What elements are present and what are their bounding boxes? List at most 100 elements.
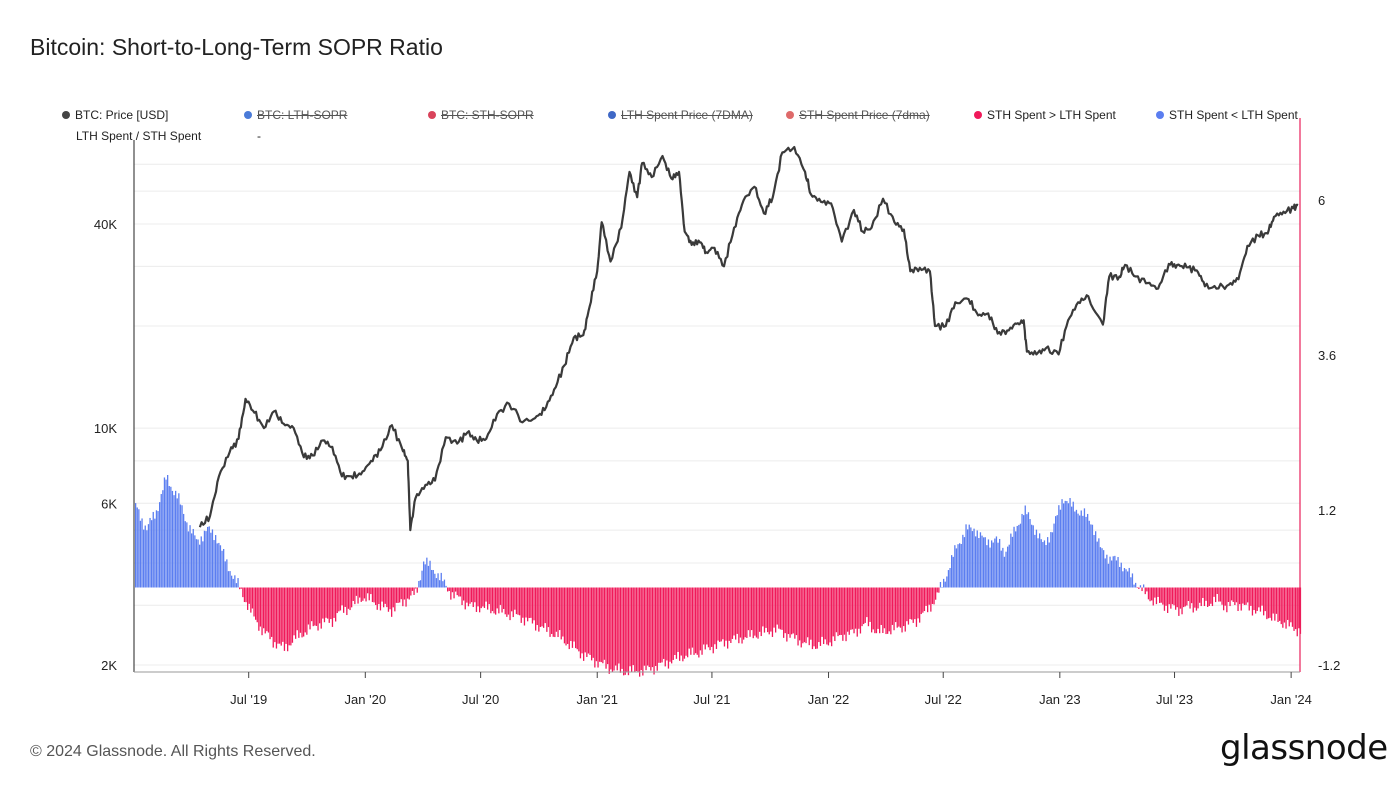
ratio-bar <box>274 587 276 643</box>
ratio-bar <box>1125 569 1127 588</box>
ratio-bar <box>450 587 452 600</box>
ratio-bar <box>1151 587 1153 601</box>
ratio-bar <box>352 587 354 601</box>
ratio-bar <box>327 587 329 619</box>
ratio-bar <box>824 587 826 640</box>
ratio-bar <box>139 520 142 588</box>
ratio-bar <box>144 525 146 588</box>
ratio-bar <box>272 587 274 648</box>
ratio-bar <box>592 587 594 658</box>
ratio-bar <box>491 587 494 612</box>
ratio-bar <box>338 587 340 612</box>
x-axis-ticks: Jul '19 Jan '20 Jul '20 Jan '21 Jul '21 Jan '… <box>230 672 1312 707</box>
ratio-bar <box>675 587 678 659</box>
ratio-bar <box>474 587 476 603</box>
ratio-bar <box>411 587 414 591</box>
ratio-bar <box>797 587 799 646</box>
legend-item[interactable]: LTH Spent Price (7DMA) <box>608 108 753 122</box>
ratio-bar <box>826 587 828 645</box>
ratio-bar <box>679 587 681 661</box>
ratio-bar <box>1219 587 1222 602</box>
ratio-bar <box>223 548 225 588</box>
ratio-bar <box>135 503 137 588</box>
ratio-bar <box>1144 587 1146 595</box>
ratio-bar <box>181 505 183 588</box>
ratio-bar <box>552 587 554 637</box>
ratio-bar <box>485 587 487 602</box>
ratio-bar <box>426 557 428 588</box>
ratio-bar <box>482 587 484 607</box>
legend-item[interactable]: BTC: Price [USD] <box>62 108 168 122</box>
ratio-bar <box>920 587 922 615</box>
legend-item[interactable]: BTC: STH-SOPR <box>428 108 534 122</box>
ratio-bar <box>1168 587 1170 605</box>
ratio-bar <box>1298 587 1300 629</box>
ratio-bar <box>1117 557 1119 588</box>
ratio-bar <box>1048 542 1050 588</box>
ratio-bar <box>895 587 897 623</box>
ratio-bar <box>1072 501 1074 588</box>
ratio-bar <box>1047 537 1049 588</box>
legend-item[interactable]: STH Spent < LTH Spent <box>1156 108 1298 122</box>
ratio-bar <box>549 587 551 637</box>
ratio-bar <box>360 587 362 602</box>
ratio-bar <box>880 587 882 625</box>
ratio-bar <box>642 587 644 676</box>
ratio-bar <box>349 587 351 611</box>
ratio-bar <box>447 587 449 592</box>
ratio-bar <box>282 587 284 642</box>
ratio-bar <box>760 587 762 637</box>
ratio-bar <box>709 587 711 651</box>
ratio-bar <box>1179 587 1182 609</box>
ratio-bar <box>599 587 601 662</box>
legend-item[interactable]: BTC: LTH-SOPR <box>244 108 347 122</box>
ratio-bar <box>555 587 558 632</box>
ratio-bar <box>1003 556 1006 588</box>
ratio-bar <box>1130 577 1132 588</box>
ratio-bar <box>1167 587 1169 613</box>
ratio-bar <box>735 587 737 640</box>
ratio-bar <box>807 587 809 638</box>
ratio-bar <box>143 529 145 588</box>
ratio-bar <box>138 509 140 588</box>
y-left-tick-label: 10K <box>94 421 117 436</box>
ratio-bar <box>384 587 386 604</box>
ratio-bar <box>837 587 839 637</box>
ratio-bar <box>544 587 546 624</box>
ratio-bar <box>490 587 492 614</box>
ratio-bar <box>514 587 516 610</box>
legend-item[interactable]: STH Spent > LTH Spent <box>974 108 1116 122</box>
legend-item[interactable]: STH Spent Price (7dma) <box>786 108 930 122</box>
ratio-bar <box>1186 587 1188 606</box>
ratio-bar <box>511 587 513 612</box>
ratio-bar <box>655 587 657 666</box>
ratio-bar <box>389 587 391 610</box>
ratio-bar <box>304 587 306 633</box>
legend-ratio-value: - <box>257 129 261 143</box>
ratio-bar <box>243 587 246 603</box>
ratio-bar <box>269 587 271 640</box>
ratio-bar <box>1197 587 1199 609</box>
ratio-bar <box>1083 508 1086 588</box>
ratio-bar <box>1291 587 1294 627</box>
ratio-bar <box>986 545 988 588</box>
ratio-bar <box>688 587 690 649</box>
ratio-bar <box>379 587 382 611</box>
ratio-bar <box>347 587 350 609</box>
ratio-bar <box>1127 571 1129 588</box>
ratio-bar <box>315 587 318 626</box>
ratio-bar <box>483 587 486 608</box>
ratio-bar <box>1115 560 1118 588</box>
ratio-bar <box>199 544 201 588</box>
ratio-bar <box>1157 587 1159 597</box>
ratio-bar <box>786 587 788 642</box>
ratio-bar <box>1042 542 1044 588</box>
ratio-bar <box>717 587 719 641</box>
ratio-bar <box>1171 587 1174 605</box>
ratio-bar <box>587 587 590 654</box>
ratio-bar <box>818 587 820 643</box>
ratio-bar <box>989 547 991 588</box>
ratio-bar <box>431 569 433 588</box>
ratio-bar <box>405 587 407 607</box>
ratio-bar <box>1107 563 1110 588</box>
